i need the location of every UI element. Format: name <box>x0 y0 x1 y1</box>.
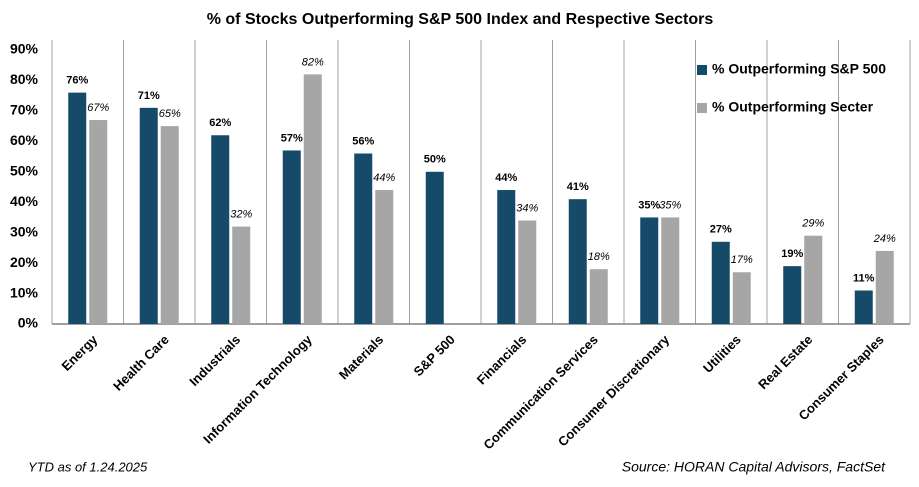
bar <box>139 107 158 324</box>
bar <box>425 171 444 324</box>
x-tick-label: Utilities <box>700 332 744 376</box>
bar <box>211 135 230 324</box>
value-label: 35% <box>638 199 660 211</box>
x-tick-label: Energy <box>59 331 101 373</box>
bar <box>783 266 802 324</box>
value-label: 17% <box>731 254 753 266</box>
x-tick-label: S&P 500 <box>411 332 458 379</box>
bar <box>661 217 680 324</box>
bar <box>375 190 394 324</box>
x-tick-label: Financials <box>474 332 530 388</box>
value-label: 35% <box>659 199 681 211</box>
footnote: YTD as of 1.24.2025 <box>28 459 148 474</box>
bar <box>282 150 301 324</box>
value-label: 50% <box>424 154 446 166</box>
bar <box>711 241 730 324</box>
value-label: 82% <box>302 56 324 68</box>
value-label: 65% <box>159 108 181 120</box>
value-label: 11% <box>853 272 875 284</box>
source: Source: HORAN Capital Advisors, FactSet <box>622 459 886 475</box>
legend-swatch <box>697 103 707 113</box>
y-tick-label: 40% <box>10 193 39 209</box>
value-label: 24% <box>873 233 896 245</box>
bar <box>875 250 894 324</box>
bar <box>518 220 537 324</box>
bar <box>354 153 373 324</box>
legend-swatch <box>697 65 707 75</box>
y-tick-label: 10% <box>10 284 39 300</box>
value-label: 44% <box>373 172 395 184</box>
value-label: 34% <box>516 202 538 214</box>
x-tick-label: Real Estate <box>755 332 815 392</box>
bar <box>804 235 823 324</box>
legend-label: % Outperforming Secter <box>712 99 874 115</box>
bar <box>732 272 751 324</box>
y-tick-label: 90% <box>10 41 39 57</box>
value-label: 18% <box>588 251 610 263</box>
value-label: 76% <box>66 75 88 87</box>
bar <box>68 92 87 324</box>
value-label: 44% <box>495 172 517 184</box>
y-tick-label: 80% <box>10 71 39 87</box>
y-tick-label: 30% <box>10 223 39 239</box>
y-tick-label: 50% <box>10 162 39 178</box>
chart-title: % of Stocks Outperforming S&P 500 Index … <box>207 11 714 28</box>
value-label: 19% <box>781 248 803 260</box>
value-label: 57% <box>281 132 303 144</box>
value-label: 27% <box>710 224 732 236</box>
value-label: 67% <box>87 102 109 114</box>
bar <box>89 120 108 325</box>
value-label: 62% <box>209 117 231 129</box>
y-tick-label: 0% <box>18 315 39 331</box>
x-tick-label: Industrials <box>186 332 243 389</box>
bar <box>232 226 251 324</box>
y-tick-label: 20% <box>10 254 39 270</box>
value-label: 29% <box>801 218 824 230</box>
y-tick-label: 70% <box>10 102 39 118</box>
x-tick-label: Communication Services <box>480 332 600 452</box>
value-label: 71% <box>138 90 160 102</box>
bar <box>589 269 608 324</box>
bar <box>497 190 516 324</box>
bar <box>160 126 179 324</box>
x-tick-label: Materials <box>336 332 386 382</box>
value-label: 41% <box>567 181 589 193</box>
bar <box>854 290 873 324</box>
y-tick-label: 60% <box>10 132 39 148</box>
value-label: 56% <box>352 135 374 147</box>
bar <box>568 199 587 324</box>
value-label: 32% <box>230 208 252 220</box>
bar <box>640 217 659 324</box>
x-tick-label: Health Care <box>110 332 172 394</box>
bar <box>303 74 322 324</box>
legend-label: % Outperforming S&P 500 <box>712 61 886 77</box>
